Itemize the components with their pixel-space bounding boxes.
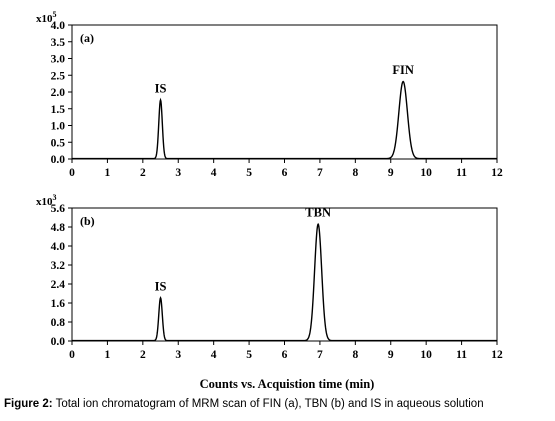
y-tick-label: 3.0	[51, 54, 66, 66]
x-tick-label: 8	[352, 349, 358, 361]
x-tick-label: 1	[105, 167, 111, 179]
panel-tag: (a)	[80, 31, 94, 45]
y-tick-label: 3.5	[51, 37, 66, 49]
x-tick-label: 3	[175, 167, 181, 179]
x-tick-label: 0	[69, 349, 75, 361]
x-tick-label: 11	[456, 349, 467, 361]
x-tick-label: 3	[175, 349, 181, 361]
plot-frame	[71, 24, 498, 160]
y-tick-label: 4.0	[51, 20, 66, 32]
x-tick-label: 8	[352, 167, 358, 179]
y-tick-label: 4.0	[51, 241, 66, 253]
x-tick-label: 2	[140, 349, 146, 361]
panel-b-chromatogram: 0 1 2 3 4 5 6 7 8 9 10 11 120.00.81.62.43.24.04.85.6…	[36, 193, 503, 361]
panel-a-chromatogram: 0 1 2 3 4 5 6 7 8 9 10 11 120.00.51.01.52.02.53.03.5…	[36, 10, 503, 179]
x-tick-label: 4	[211, 167, 217, 179]
y-tick-label: 5.6	[51, 203, 66, 215]
peak-label-fin: FIN	[392, 63, 414, 77]
y-tick-label: 2.4	[51, 279, 66, 291]
y-tick-label: 1.6	[51, 298, 66, 310]
x-tick-label: 5	[246, 349, 252, 361]
caption-label: Figure 2:	[4, 398, 53, 410]
peak-label-tbn: TBN	[305, 206, 331, 220]
y-axis-exponent: x105	[36, 10, 57, 25]
y-tick-label: 3.2	[51, 260, 66, 272]
x-tick-label: 10	[420, 349, 432, 361]
y-axis-exponent: x103	[36, 193, 57, 208]
y-tick-label: 0.5	[51, 137, 66, 149]
x-tick-label: 6	[282, 349, 288, 361]
caption-text: Total ion chromatogram of MRM scan of FI…	[55, 398, 484, 410]
x-tick-label: 6	[282, 167, 288, 179]
x-tick-label: 9	[388, 349, 394, 361]
y-tick-label: 2.5	[51, 70, 66, 82]
y-tick-label: 0.0	[51, 154, 66, 166]
chromatogram-figure: 0 1 2 3 4 5 6 7 8 9 10 11 120.00.51.01.52.02.53.03.5…	[36, 10, 503, 391]
chromatogram-trace	[72, 222, 497, 342]
peak-label-is: IS	[155, 279, 167, 293]
x-tick-label: 1	[105, 349, 111, 361]
x-tick-label: 7	[317, 349, 323, 361]
x-axis-title: Counts vs. Acquistion time (min)	[200, 377, 375, 391]
x-tick-label: 10	[420, 167, 432, 179]
y-tick-label: 4.8	[51, 222, 66, 234]
x-tick-label: 11	[456, 167, 467, 179]
x-tick-label: 0	[69, 167, 75, 179]
y-tick-label: 2.0	[51, 87, 66, 99]
y-tick-label: 1.0	[51, 121, 66, 133]
y-tick-label: 0.0	[51, 336, 66, 348]
chromatogram-trace	[72, 80, 497, 160]
y-tick-label: 0.8	[51, 317, 66, 329]
peak-label-is: IS	[155, 81, 167, 95]
x-tick-label: 4	[211, 349, 217, 361]
figure-caption: Figure 2: Total ion chromatogram of MRM …	[4, 398, 555, 410]
x-tick-label: 5	[246, 167, 252, 179]
x-tick-label: 9	[388, 167, 394, 179]
x-tick-label: 2	[140, 167, 146, 179]
y-tick-label: 1.5	[51, 104, 66, 116]
panel-tag: (b)	[80, 214, 95, 228]
x-tick-label: 12	[491, 167, 503, 179]
x-tick-label: 12	[491, 349, 503, 361]
x-tick-label: 7	[317, 167, 323, 179]
plot-frame	[71, 207, 498, 342]
